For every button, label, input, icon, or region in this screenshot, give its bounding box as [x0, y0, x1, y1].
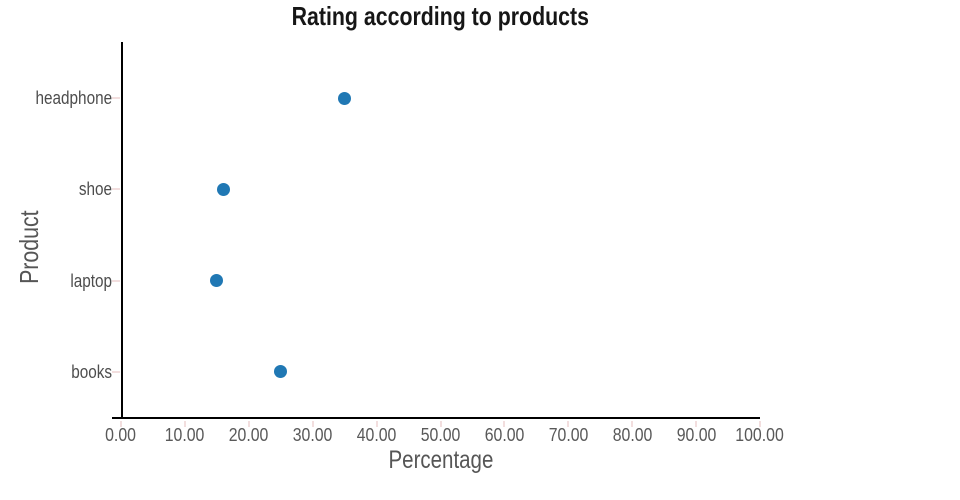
x-tick-mark — [567, 421, 570, 427]
x-tick-label-40.00: 40.00 — [337, 424, 417, 446]
category-label-text: headphone — [35, 88, 112, 108]
plot-area — [112, 42, 761, 427]
x-axis-line — [112, 417, 760, 419]
x-tick-label-text: 40.00 — [356, 425, 397, 445]
category-label-shoe: shoe — [0, 178, 112, 200]
category-label-headphone: headphone — [0, 87, 112, 109]
x-tick-label-text: 10.00 — [165, 425, 205, 445]
y-tick-mark — [112, 370, 120, 373]
category-label-books: books — [0, 361, 112, 383]
x-tick-mark — [695, 421, 698, 427]
category-label-text: laptop — [70, 270, 112, 291]
x-tick-label-80.00: 80.00 — [592, 424, 672, 446]
x-tick-mark — [247, 421, 250, 427]
chart-title: Rating according to products — [121, 0, 760, 32]
data-point-books — [274, 365, 288, 379]
y-tick-mark — [112, 279, 120, 282]
x-tick-label-50.00: 50.00 — [401, 424, 481, 446]
x-tick-label-text: 0.00 — [105, 425, 137, 445]
x-tick-label-90.00: 90.00 — [656, 424, 736, 446]
category-label-text: books — [71, 361, 112, 382]
y-tick-mark — [112, 97, 120, 99]
x-axis-title: Percentage — [121, 445, 760, 475]
x-tick-mark — [759, 421, 761, 427]
x-tick-label-text: 30.00 — [292, 425, 333, 445]
x-tick-label-100.00: 100.00 — [720, 424, 800, 446]
x-tick-mark — [631, 421, 634, 427]
chart-title-text: Rating according to products — [291, 1, 590, 31]
x-tick-label-text: 80.00 — [612, 425, 653, 445]
x-tick-label-text: 50.00 — [420, 425, 461, 445]
category-label-text: shoe — [78, 179, 112, 200]
x-tick-label-text: 100.00 — [735, 425, 785, 445]
data-point-shoe — [216, 182, 230, 196]
x-tick-mark — [183, 421, 186, 427]
y-tick-mark — [112, 188, 120, 191]
x-tick-label-20.00: 20.00 — [209, 424, 289, 446]
data-point-headphone — [338, 91, 352, 105]
x-tick-label-60.00: 60.00 — [464, 424, 544, 446]
x-tick-mark — [375, 421, 378, 427]
x-tick-mark — [503, 421, 506, 427]
y-axis-title: Product — [13, 147, 45, 347]
x-axis-title-text: Percentage — [388, 446, 493, 474]
x-tick-label-10.00: 10.00 — [145, 424, 225, 446]
x-tick-label-text: 70.00 — [548, 425, 589, 445]
x-tick-label-text: 20.00 — [228, 425, 269, 445]
x-tick-mark — [439, 421, 442, 427]
y-axis-line — [121, 42, 123, 419]
data-point-laptop — [210, 274, 224, 288]
x-tick-label-70.00: 70.00 — [528, 424, 608, 446]
x-tick-label-text: 60.00 — [484, 425, 525, 445]
x-tick-label-30.00: 30.00 — [273, 424, 353, 446]
x-tick-mark — [120, 421, 122, 427]
x-tick-label-text: 90.00 — [676, 425, 716, 445]
x-tick-label-0.00: 0.00 — [81, 424, 161, 446]
category-label-laptop: laptop — [0, 270, 112, 292]
x-tick-mark — [311, 421, 314, 427]
